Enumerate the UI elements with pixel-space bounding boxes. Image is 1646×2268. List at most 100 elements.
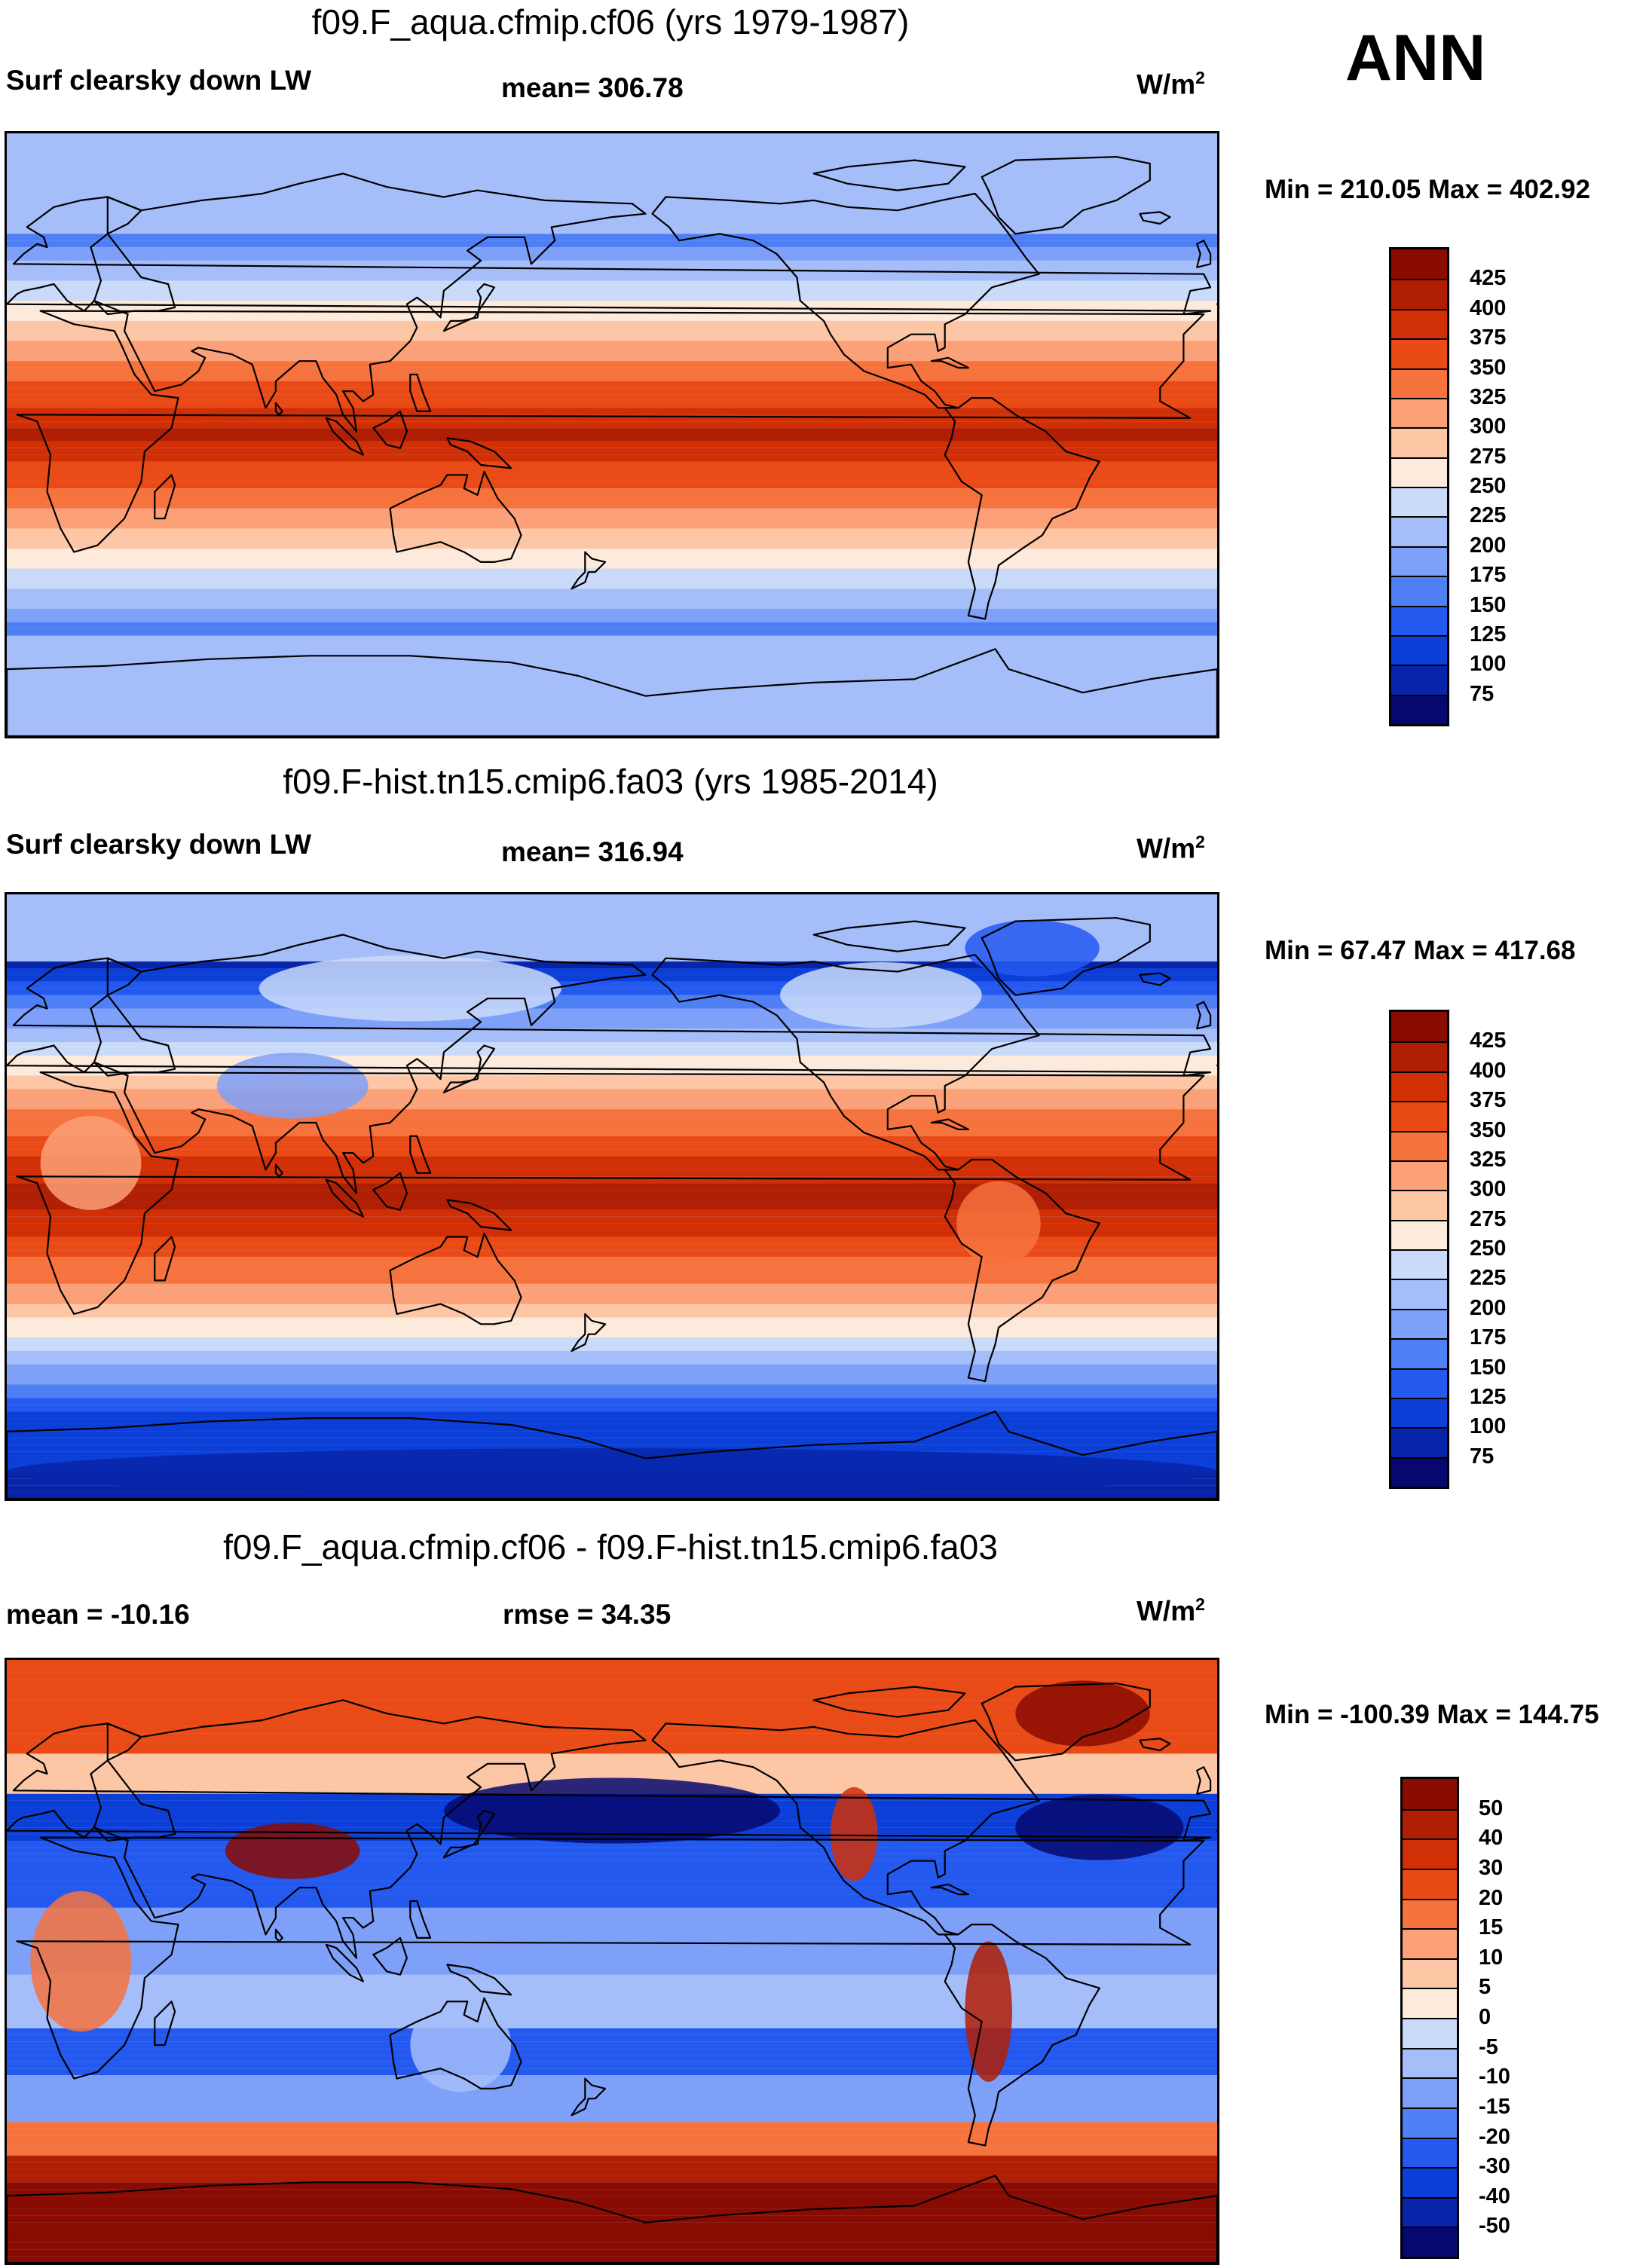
- colorbar-tick-label: 150: [1470, 1355, 1507, 1380]
- colorbar-swatch: [1391, 397, 1447, 428]
- zonal-band: [7, 1391, 1217, 1398]
- colorbar-swatch: [1391, 576, 1447, 606]
- zonal-band: [7, 521, 1217, 529]
- zonal-band: [7, 1981, 1217, 1988]
- zonal-band: [7, 2215, 1217, 2223]
- zonal-band: [7, 1203, 1217, 1210]
- zonal-band: [7, 1405, 1217, 1412]
- land-anomalies: [7, 919, 1217, 1496]
- panel1-map-field: [7, 133, 1217, 736]
- zonal-band: [7, 274, 1217, 281]
- zonal-band: [7, 1062, 1217, 1069]
- zonal-band: [7, 307, 1217, 314]
- zonal-band: [7, 2055, 1217, 2062]
- zonal-band: [7, 515, 1217, 522]
- zonal-band: [7, 2222, 1217, 2230]
- zonal-band: [7, 2229, 1217, 2236]
- zonal-band: [7, 1867, 1217, 1875]
- zonal-band: [7, 2202, 1217, 2209]
- coastline-uk: [1196, 1766, 1212, 1795]
- zonal-band: [7, 568, 1217, 576]
- zonal-band: [7, 1290, 1217, 1298]
- zonal-band: [7, 401, 1217, 408]
- zonal-band: [7, 582, 1217, 589]
- zonal-band: [7, 153, 1217, 160]
- zonal-band: [7, 1156, 1217, 1163]
- zonal-band: [7, 1760, 1217, 1768]
- zonal-band: [7, 2075, 1217, 2082]
- coastline-nz: [571, 1313, 607, 1353]
- zonal-band: [7, 1257, 1217, 1264]
- zonal-band: [7, 914, 1217, 922]
- colorbar-tick-label: 250: [1470, 1236, 1507, 1261]
- colorbar-swatch: [1391, 1308, 1447, 1339]
- colorbar-swatch: [1403, 1868, 1457, 1899]
- zonal-band: [7, 173, 1217, 181]
- coastline-nz: [571, 2077, 607, 2117]
- colorbar-tick-label: -20: [1479, 2124, 1510, 2149]
- colorbar-tick-label: -30: [1479, 2154, 1510, 2179]
- zonal-band: [7, 1418, 1217, 1425]
- coastline-japan: [442, 1809, 495, 1859]
- zonal-band: [7, 1941, 1217, 1949]
- zonal-band: [7, 254, 1217, 261]
- zonal-band: [7, 1720, 1217, 1727]
- zonal-band: [7, 1022, 1217, 1029]
- colorbar-swatch: [1391, 665, 1447, 695]
- zonal-band: [7, 280, 1217, 288]
- panel3-map-field: [7, 1660, 1217, 2263]
- zonal-band: [7, 1747, 1217, 1754]
- zonal-band: [7, 2175, 1217, 2183]
- panel3-rmse-label: rmse = 34.35: [503, 1599, 672, 1630]
- zonal-band: [7, 921, 1217, 928]
- zonal-band: [7, 1129, 1217, 1136]
- colorbar-tick-label: 75: [1470, 1444, 1495, 1469]
- colorbar-swatch: [1391, 1368, 1447, 1398]
- coastlines: [7, 156, 1217, 736]
- zonal-band: [7, 1230, 1217, 1237]
- colorbar-swatch: [1391, 1160, 1447, 1191]
- field-anomaly: [40, 1116, 142, 1210]
- zonal-band: [7, 1042, 1217, 1049]
- zonal-band: [7, 454, 1217, 462]
- zonal-band: [7, 588, 1217, 596]
- coastline-sumatra: [325, 1943, 364, 1982]
- zonal-band: [7, 2196, 1217, 2202]
- colorbar-tick-label: 350: [1470, 1117, 1507, 1142]
- colorbar-swatch: [1391, 487, 1447, 517]
- zonal-band: [7, 2068, 1217, 2076]
- panel2-map-field: [7, 894, 1217, 1499]
- zonal-band: [7, 320, 1217, 328]
- coastline-srilanka: [274, 1928, 283, 1942]
- zonal-band: [7, 695, 1217, 703]
- colorbar-tick-label: 40: [1479, 1826, 1504, 1851]
- colorbar-swatch: [1391, 1338, 1447, 1368]
- coastline-philippines: [409, 1135, 432, 1174]
- field-anomaly: [1015, 1680, 1150, 1747]
- colorbar-tick-label: 300: [1470, 1177, 1507, 1202]
- coastline-greenland: [981, 1683, 1151, 1762]
- colorbar-swatch: [1403, 2107, 1457, 2138]
- zonal-band: [7, 575, 1217, 582]
- zonal-band: [7, 1223, 1217, 1230]
- zonal-band: [7, 1901, 1217, 1908]
- zonal-band: [7, 2148, 1217, 2156]
- zonal-band: [7, 1310, 1217, 1318]
- panel3-minmax: Min = -100.39 Max = 144.75: [1265, 1700, 1599, 1729]
- zonal-band: [7, 187, 1217, 194]
- zonal-band: [7, 1753, 1217, 1761]
- coastline-japan: [442, 1044, 495, 1093]
- zonal-band: [7, 1197, 1217, 1203]
- coastline-asia: [93, 173, 647, 433]
- coastline-sumatra: [325, 417, 364, 456]
- zonal-band: [7, 488, 1217, 495]
- colorbar-tick-label: 200: [1470, 533, 1507, 558]
- coastline-samerica: [944, 397, 1100, 620]
- colorbar-tick-label: 300: [1470, 414, 1507, 439]
- zonal-band: [7, 948, 1217, 955]
- coastline-antarctica: [7, 2175, 1217, 2263]
- coastline-asia: [93, 934, 647, 1194]
- zonal-band: [7, 341, 1217, 348]
- zonal-band: [7, 435, 1217, 442]
- zonal-band: [7, 1774, 1217, 1780]
